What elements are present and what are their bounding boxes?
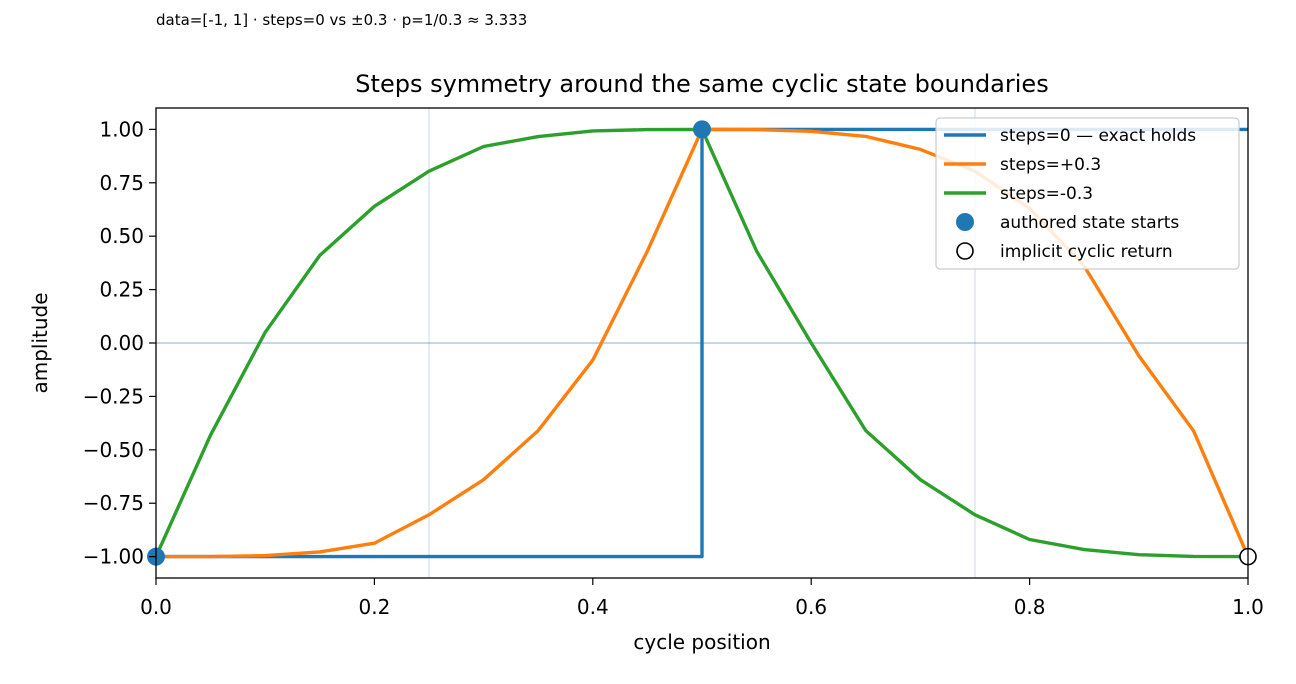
x-tick-label: 0.2 <box>358 595 390 619</box>
marker-point <box>693 120 711 139</box>
x-tick-label: 0.8 <box>1014 595 1046 619</box>
x-tick-label: 1.0 <box>1232 595 1264 619</box>
legend-swatch-marker <box>956 213 974 231</box>
y-tick-label: 0.25 <box>99 278 144 302</box>
y-tick-label: −1.00 <box>83 545 144 569</box>
legend-entry-label: implicit cyclic return <box>1000 242 1173 262</box>
y-tick-label: −0.25 <box>83 384 144 408</box>
y-tick-label: 1.00 <box>99 117 144 141</box>
x-tick-label: 0.0 <box>140 595 172 619</box>
legend-entry-label: steps=+0.3 <box>1000 155 1101 175</box>
legend-entry-label: steps=0 — exact holds <box>1000 126 1196 146</box>
legend-entry-label: steps=-0.3 <box>1000 184 1093 204</box>
y-tick-label: 0.00 <box>99 331 144 355</box>
y-tick-label: −0.75 <box>83 491 144 515</box>
legend-box <box>935 117 1240 270</box>
x-tick-label: 0.4 <box>577 595 609 619</box>
y-tick-label: 0.75 <box>99 171 144 195</box>
y-axis-label: amplitude <box>28 292 52 393</box>
x-tick-label: 0.6 <box>795 595 827 619</box>
x-axis-label: cycle position <box>633 630 770 654</box>
chart-title: Steps symmetry around the same cyclic st… <box>355 70 1048 98</box>
legend-swatch-marker-open <box>956 242 974 260</box>
figure-supertitle: data=[-1, 1] · steps=0 vs ±0.3 · p=1/0.3… <box>156 11 528 29</box>
legend-entry-label: authored state starts <box>1000 213 1179 233</box>
y-tick-label: −0.50 <box>83 438 144 462</box>
y-tick-label: 0.50 <box>99 224 144 248</box>
